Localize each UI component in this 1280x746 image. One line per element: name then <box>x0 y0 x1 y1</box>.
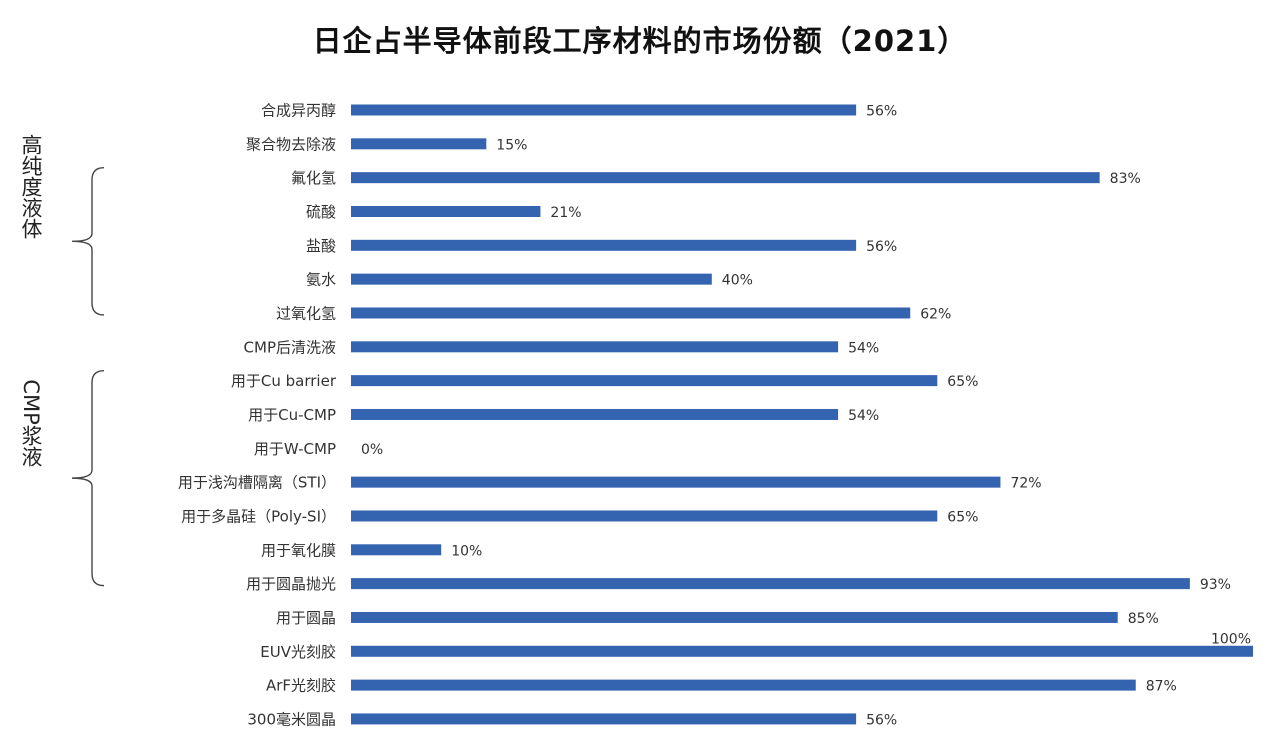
data-label: 65% <box>947 509 978 525</box>
category-label: 用于W-CMP <box>254 440 336 458</box>
data-label: 56% <box>866 104 897 120</box>
category-label: 合成异丙醇 <box>261 102 336 120</box>
data-label: 93% <box>1200 577 1231 593</box>
category-label: 用于Cu-CMP <box>248 406 336 424</box>
category-label: EUV光刻胶 <box>260 643 336 661</box>
data-label: 10% <box>451 543 482 559</box>
category-label: 氟化氢 <box>291 169 336 187</box>
bars <box>351 104 1253 725</box>
category-label: ArF光刻胶 <box>266 677 336 695</box>
category-label: 硫酸 <box>306 203 336 221</box>
category-label: CMP后清洗液 <box>244 338 336 356</box>
data-label: 87% <box>1146 679 1177 695</box>
data-label: 54% <box>848 340 879 356</box>
group-label: CMP浆液 <box>19 379 43 467</box>
group-brackets: 高纯度液体 CMP浆液 <box>19 134 105 587</box>
bar <box>351 239 857 251</box>
category-label: 用于多晶硅（Poly-SI） <box>181 507 336 525</box>
data-label: 62% <box>920 306 951 322</box>
bar <box>351 611 1118 623</box>
bar <box>351 408 839 420</box>
data-label: 56% <box>866 712 897 728</box>
bar <box>351 138 487 150</box>
data-label: 21% <box>550 205 581 221</box>
category-label: 300毫米圆晶 <box>247 710 336 728</box>
bar <box>351 679 1136 691</box>
category-label: 盐酸 <box>306 237 336 255</box>
category-label: 用于氧化膜 <box>261 541 336 559</box>
data-label: 54% <box>848 408 879 424</box>
chart-title: 日企占半导体前段工序材料的市场份额（2021） <box>312 24 968 58</box>
bar <box>351 578 1190 590</box>
group-label: 高纯度液体 <box>19 134 43 239</box>
data-label: 65% <box>947 374 978 390</box>
category-label: 用于圆晶 <box>276 609 336 627</box>
bar <box>351 104 857 116</box>
category-label: 氨水 <box>306 271 336 289</box>
category-label: 用于Cu barrier <box>231 372 337 390</box>
data-label: 72% <box>1010 476 1041 492</box>
bar <box>351 341 839 353</box>
bar <box>351 307 911 319</box>
value-labels: 56% 15% 83% 21% 56% 40% 62% 54% 65% 54% 0% 72% 65% 10… <box>361 104 1251 729</box>
data-label: 15% <box>496 137 527 153</box>
data-label: 56% <box>866 239 897 255</box>
group-bracket <box>71 369 105 587</box>
bar <box>351 645 1253 657</box>
category-label: 用于浅沟槽隔离（STI） <box>178 474 336 492</box>
data-label: 40% <box>722 273 753 289</box>
data-label: 0% <box>361 442 383 458</box>
bar <box>351 205 541 217</box>
bar <box>351 476 1001 488</box>
data-label: 100% <box>1211 631 1251 647</box>
bar <box>351 172 1100 184</box>
bar <box>351 510 938 522</box>
bar <box>351 273 712 285</box>
data-label: 83% <box>1110 171 1141 187</box>
bar <box>351 713 857 725</box>
category-label: 过氧化氢 <box>276 304 336 322</box>
bar <box>351 544 442 556</box>
category-label: 聚合物去除液 <box>246 135 336 153</box>
category-label: 用于圆晶抛光 <box>246 575 336 593</box>
group-bracket <box>71 166 105 316</box>
data-label: 85% <box>1128 611 1159 627</box>
bar <box>351 375 938 387</box>
